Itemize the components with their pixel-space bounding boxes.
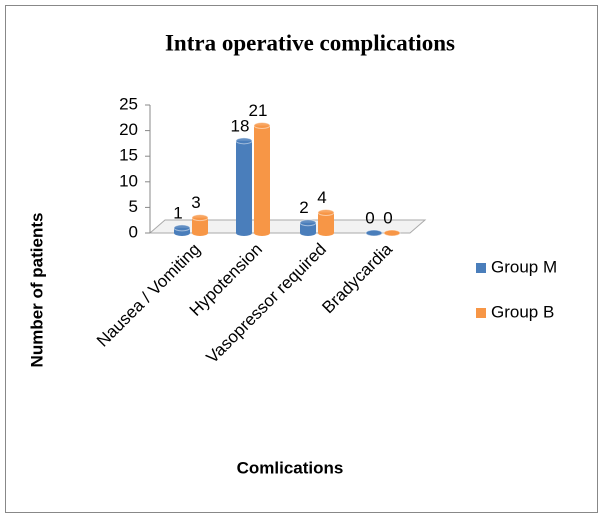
y-tick-label: 0 xyxy=(129,222,138,241)
bar-top xyxy=(365,229,383,237)
bar xyxy=(192,217,208,233)
bar-top xyxy=(173,224,191,232)
bar-top xyxy=(299,219,317,227)
data-label: 21 xyxy=(249,101,268,120)
bar xyxy=(300,222,316,233)
bar-base xyxy=(174,230,190,236)
y-tick-label: 15 xyxy=(119,146,138,165)
legend-label: Group M xyxy=(491,257,557,276)
y-axis-title: Number of patients xyxy=(27,213,46,368)
bar-top xyxy=(317,209,335,217)
bar-top xyxy=(235,137,253,145)
bar-base xyxy=(318,230,334,236)
data-label: 0 xyxy=(383,208,392,227)
data-label: 18 xyxy=(231,116,250,135)
data-label: 3 xyxy=(191,193,200,212)
legend-swatch xyxy=(476,263,486,273)
y-tick-label: 5 xyxy=(129,197,138,216)
bar xyxy=(236,140,252,233)
legend-swatch xyxy=(476,308,486,318)
bar-base xyxy=(300,230,316,236)
chart-border xyxy=(5,5,598,513)
y-tick-label: 10 xyxy=(119,171,138,190)
chart-title: Intra operative complications xyxy=(165,30,455,55)
x-axis-title: Comlications xyxy=(237,458,344,477)
bar-top xyxy=(253,121,271,129)
data-label: 4 xyxy=(317,188,326,207)
bar-base xyxy=(254,230,270,236)
bar-base xyxy=(236,230,252,236)
bar xyxy=(254,125,270,233)
data-label: 1 xyxy=(173,203,182,222)
data-label: 2 xyxy=(299,198,308,217)
legend-label: Group B xyxy=(491,302,554,321)
bar-base xyxy=(192,230,208,236)
bar xyxy=(318,212,334,233)
y-tick-label: 20 xyxy=(119,120,138,139)
bar-top xyxy=(383,229,401,237)
y-tick-label: 25 xyxy=(119,94,138,113)
data-label: 0 xyxy=(365,208,374,227)
bar-top xyxy=(191,214,209,222)
